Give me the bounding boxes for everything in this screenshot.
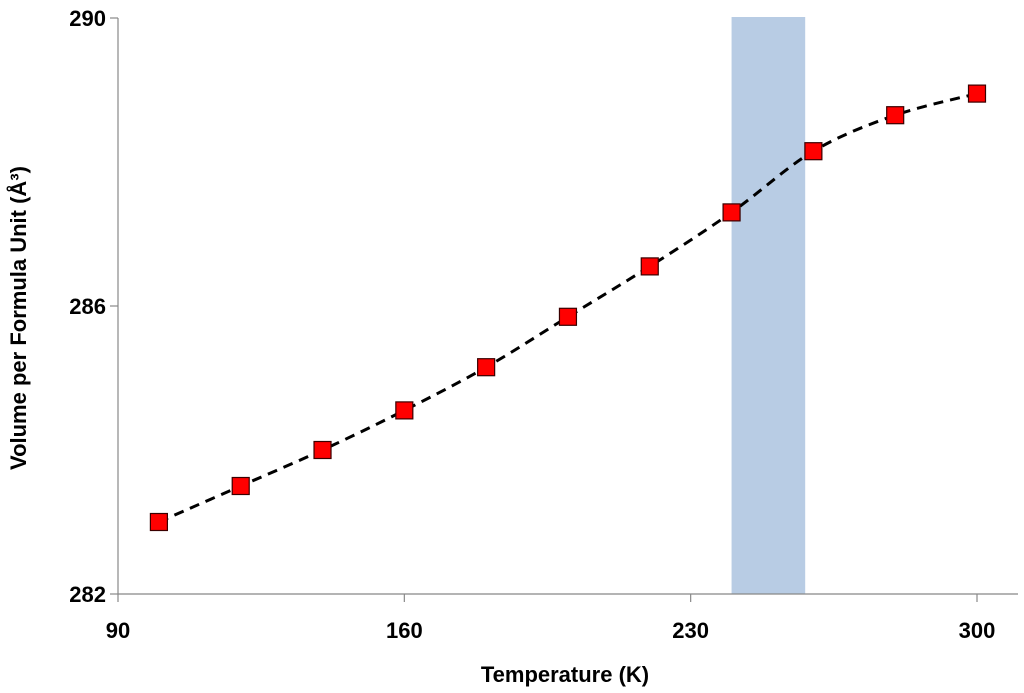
y-tick-label: 290 <box>69 6 106 31</box>
trend-line-layer <box>158 92 978 524</box>
x-tick-label: 160 <box>386 618 423 643</box>
data-point-marker <box>149 512 169 532</box>
data-point-marker <box>313 440 332 460</box>
x-tick-label: 90 <box>106 618 130 643</box>
y-axis-title: Volume per Formula Unit (Å³) <box>5 166 31 470</box>
data-point-marker <box>231 476 250 496</box>
data-point-marker <box>477 358 496 377</box>
y-tick-label: 286 <box>69 294 106 319</box>
data-point-marker <box>395 401 414 420</box>
data-point-marker <box>967 84 987 103</box>
axes <box>110 17 1018 602</box>
data-point-marker <box>640 257 659 276</box>
x-axis-title: Temperature (K) <box>481 662 649 687</box>
data-markers <box>149 84 987 532</box>
y-tick-label: 282 <box>69 582 106 607</box>
data-point-marker <box>558 307 578 326</box>
highlight-band-layer <box>731 17 806 594</box>
data-point-marker <box>722 203 741 222</box>
series-trend-line <box>158 92 978 524</box>
x-tick-label: 230 <box>672 618 709 643</box>
x-tick-label: 300 <box>959 618 996 643</box>
data-point-marker <box>886 106 905 125</box>
data-point-marker <box>804 142 823 161</box>
highlight-band <box>731 17 806 594</box>
tick-labels: 282 286 290 90 160 230 300 <box>69 6 995 643</box>
